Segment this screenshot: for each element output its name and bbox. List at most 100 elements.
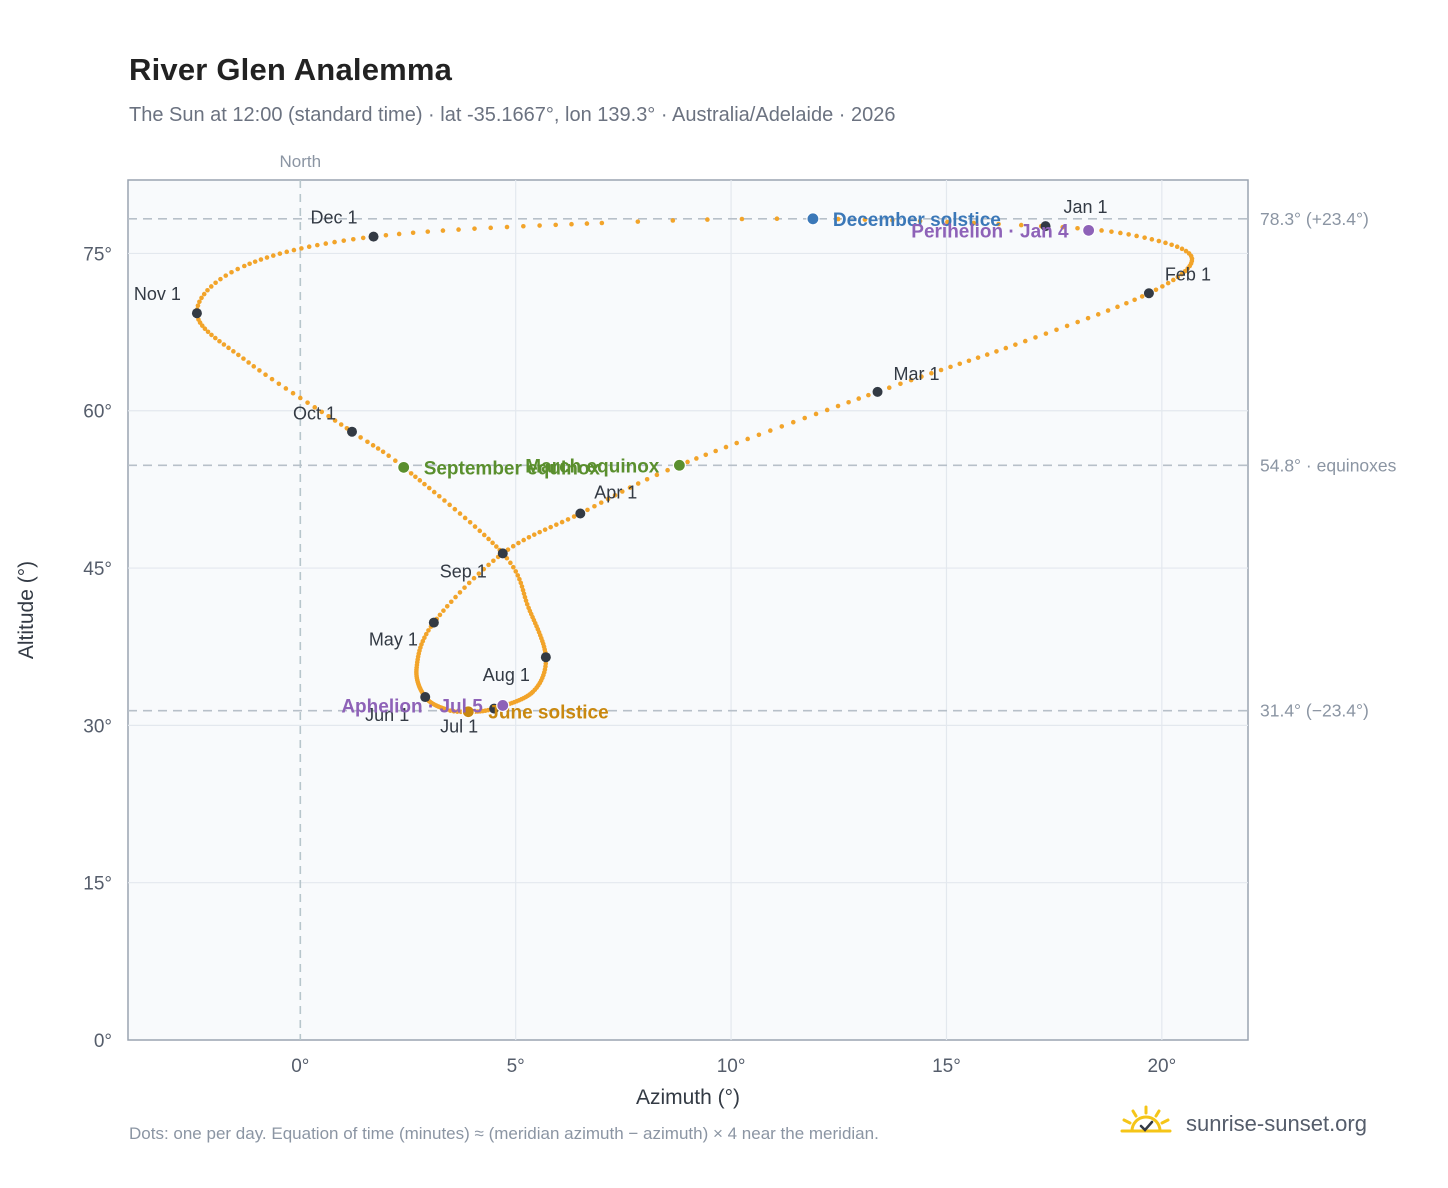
chart-subtitle: The Sun at 12:00 (standard time) · lat -… <box>129 104 896 126</box>
daily-sun-dot <box>1099 228 1104 233</box>
daily-sun-dot <box>1105 308 1111 313</box>
daily-sun-dot <box>258 257 264 262</box>
x-tick-label: 10° <box>717 1056 746 1077</box>
daily-sun-dot <box>553 222 558 228</box>
daily-sun-dot <box>856 396 862 401</box>
daily-sun-dot <box>537 529 542 535</box>
event-marker-dot <box>672 458 686 472</box>
daily-sun-dot <box>448 708 453 713</box>
daily-sun-dot <box>448 599 454 605</box>
daily-sun-dot <box>477 528 483 534</box>
daily-sun-dot <box>218 276 223 282</box>
daily-sun-dot <box>531 532 537 537</box>
daily-sun-dot <box>213 280 218 286</box>
daily-sun-dot <box>756 432 762 438</box>
daily-sun-dot <box>386 453 391 459</box>
daily-sun-dot <box>612 492 618 498</box>
month-marker-dot <box>368 231 379 242</box>
daily-sun-dot <box>734 440 739 446</box>
daily-sun-dot <box>452 506 458 512</box>
daily-sun-dot <box>199 295 204 301</box>
month-marker-dot <box>575 508 586 519</box>
x-tick-label: 20° <box>1147 1056 1176 1077</box>
daily-sun-dot <box>476 571 482 576</box>
daily-sun-dot <box>694 456 699 461</box>
daily-sun-dot <box>290 390 296 396</box>
daily-sun-dot <box>835 403 841 409</box>
daily-sun-dot <box>283 386 289 391</box>
daily-sun-dot <box>341 238 347 243</box>
daily-sun-dot <box>326 414 331 419</box>
y-axis-label: Altitude (°) <box>15 561 38 659</box>
daily-sun-dot <box>490 540 495 546</box>
daily-sun-dot <box>518 580 524 586</box>
daily-sun-dot <box>306 244 312 250</box>
daily-sun-dot <box>229 269 234 275</box>
daily-sun-dot <box>242 263 247 269</box>
daily-sun-dot <box>264 255 270 260</box>
plot-area <box>127 179 1249 1041</box>
daily-sun-dot <box>635 481 641 486</box>
daily-sun-dot <box>277 251 283 256</box>
daily-sun-dot <box>319 409 325 415</box>
month-marker-dot <box>1143 288 1154 299</box>
daily-sun-dot <box>571 514 577 519</box>
daily-sun-dot <box>217 338 222 344</box>
daily-sun-dot <box>247 261 252 267</box>
daily-sun-dot <box>299 246 304 251</box>
daily-sun-dot <box>975 355 981 360</box>
daily-sun-dot <box>908 377 914 383</box>
daily-sun-dot <box>996 221 1001 227</box>
daily-sun-dot <box>1043 331 1049 336</box>
reference-line-label: 78.3° (+23.4°) <box>1260 209 1369 229</box>
daily-sun-dot <box>713 448 718 454</box>
daily-sun-dot <box>462 515 468 521</box>
daily-sun-dot <box>488 225 493 231</box>
daily-sun-dot <box>1139 294 1145 299</box>
daily-sun-dot <box>426 628 431 633</box>
event-marker-label: September equinox <box>424 458 601 479</box>
daily-sun-dot <box>522 594 528 600</box>
daily-sun-dot <box>835 216 841 222</box>
daily-sun-dot <box>1149 237 1155 242</box>
daily-sun-dot <box>599 220 605 226</box>
daily-sun-dot <box>1085 315 1091 321</box>
month-marker-dot <box>497 548 508 559</box>
daily-sun-dot <box>523 598 529 603</box>
daily-sun-dot <box>1022 338 1028 344</box>
daily-sun-dot <box>1003 345 1009 351</box>
axes: 0° 5° 10° 15° 20° 0° 15° 30° 45° 60° 75° North Azimu… <box>15 152 1176 1109</box>
daily-sun-dot <box>205 287 210 293</box>
month-marker-label: Aug 1 <box>483 665 530 685</box>
daily-sun-dot <box>890 217 895 223</box>
daily-sun-dot <box>1075 225 1080 231</box>
daily-sun-dot <box>422 481 427 487</box>
daily-sun-dot <box>269 376 275 382</box>
daily-sun-dot <box>375 446 381 451</box>
daily-sun-dot <box>862 217 868 222</box>
daily-sun-dot <box>315 242 320 248</box>
x-axis-label: Azimuth (°) <box>636 1086 740 1109</box>
daily-sun-dot <box>554 522 559 527</box>
daily-sun-dot <box>437 493 442 499</box>
daily-sun-dot <box>957 361 963 367</box>
daily-sun-dot <box>1179 271 1185 277</box>
daily-sun-dot <box>569 221 574 227</box>
daily-sun-dot <box>537 223 542 228</box>
daily-sun-dot <box>592 503 597 509</box>
daily-sun-dot <box>1118 230 1123 236</box>
daily-sun-dot <box>467 519 473 525</box>
daily-sun-dot <box>1033 335 1038 340</box>
daily-sun-dot <box>444 707 450 712</box>
daily-sun-dot <box>938 367 944 373</box>
daily-sun-dot <box>332 418 338 423</box>
daily-sun-dot <box>945 219 950 225</box>
brand[interactable]: sunrise-sunset.org <box>1120 1104 1367 1144</box>
daily-sun-dot <box>396 231 402 237</box>
daily-sun-dot <box>491 558 496 564</box>
y-tick-label: 15° <box>83 874 112 895</box>
daily-sun-dot <box>511 564 516 570</box>
daily-sun-dot <box>520 587 526 593</box>
month-marker-label: Dec 1 <box>311 208 358 228</box>
